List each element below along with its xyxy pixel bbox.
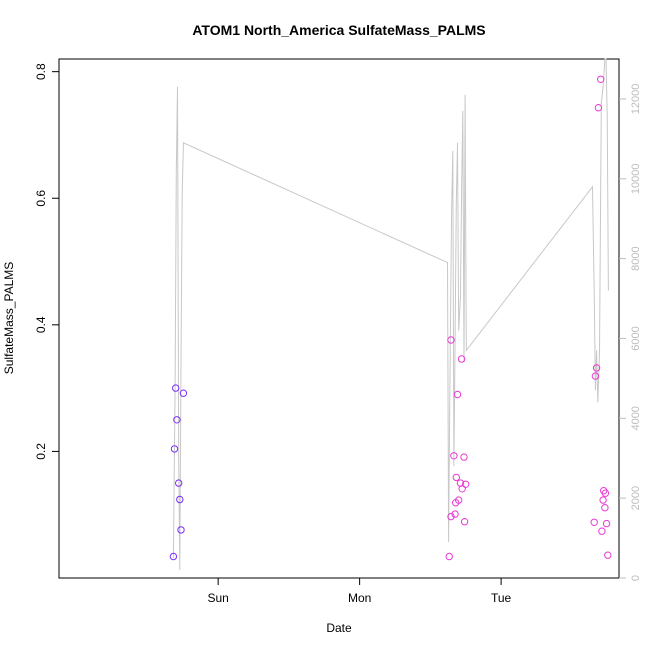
- data-point: [460, 453, 468, 461]
- y-right-tick-label: 12000: [630, 84, 642, 115]
- data-point: [601, 504, 609, 512]
- series-line: [172, 58, 609, 571]
- y-right-tick-label: 0: [630, 575, 642, 581]
- data-point: [455, 496, 463, 504]
- points-layer: [169, 75, 612, 561]
- y-right-tick-label: 8000: [630, 246, 642, 270]
- y-axis-right: 0 2000 4000 6000 8000 10000 12000: [619, 84, 642, 581]
- data-point: [445, 552, 453, 561]
- data-point: [169, 552, 178, 561]
- data-point: [173, 416, 181, 424]
- data-point: [450, 452, 458, 460]
- x-tick-label: Sun: [207, 591, 228, 605]
- y-axis-left: 0.2 0.4 0.6 0.8: [34, 63, 59, 460]
- data-point: [599, 496, 607, 504]
- data-point: [460, 518, 469, 526]
- data-point: [447, 512, 455, 521]
- data-point: [598, 527, 606, 535]
- chart-title: ATOM1 North_America SulfateMass_PALMS: [192, 22, 485, 38]
- data-point: [451, 510, 459, 518]
- data-point: [179, 389, 188, 397]
- data-point: [176, 495, 184, 504]
- y-right-tick-label: 10000: [630, 163, 642, 194]
- data-point: [458, 485, 466, 493]
- grey-line-layer: [172, 58, 609, 571]
- data-point: [604, 551, 612, 559]
- y-right-tick-label: 2000: [630, 486, 642, 510]
- data-point: [462, 480, 470, 488]
- y-tick-label: 0.6: [34, 190, 48, 207]
- data-point: [177, 526, 185, 534]
- x-tick-label: Tue: [491, 591, 512, 605]
- y-tick-label: 0.2: [34, 443, 48, 460]
- data-point: [601, 489, 610, 497]
- y-axis-label: SulfateMass_PALMS: [2, 262, 16, 375]
- data-point: [175, 479, 183, 487]
- y-right-tick-label: 6000: [630, 326, 642, 350]
- data-point: [453, 390, 462, 399]
- x-tick-label: Mon: [348, 591, 371, 605]
- data-point: [592, 364, 601, 372]
- data-point: [591, 372, 600, 380]
- x-axis: Sun Mon Tue: [207, 578, 512, 605]
- plot-frame: [58, 58, 620, 579]
- data-point: [602, 519, 611, 528]
- y-tick-label: 0.8: [34, 63, 48, 80]
- data-point: [452, 473, 460, 482]
- y-right-tick-label: 4000: [630, 406, 642, 430]
- data-point: [447, 336, 455, 344]
- data-point: [590, 518, 598, 526]
- data-point: [172, 384, 180, 392]
- data-point: [170, 445, 179, 453]
- data-point: [457, 355, 466, 363]
- x-axis-label: Date: [326, 621, 352, 635]
- data-point: [597, 75, 605, 84]
- y-tick-label: 0.4: [34, 316, 48, 333]
- data-point: [594, 104, 603, 112]
